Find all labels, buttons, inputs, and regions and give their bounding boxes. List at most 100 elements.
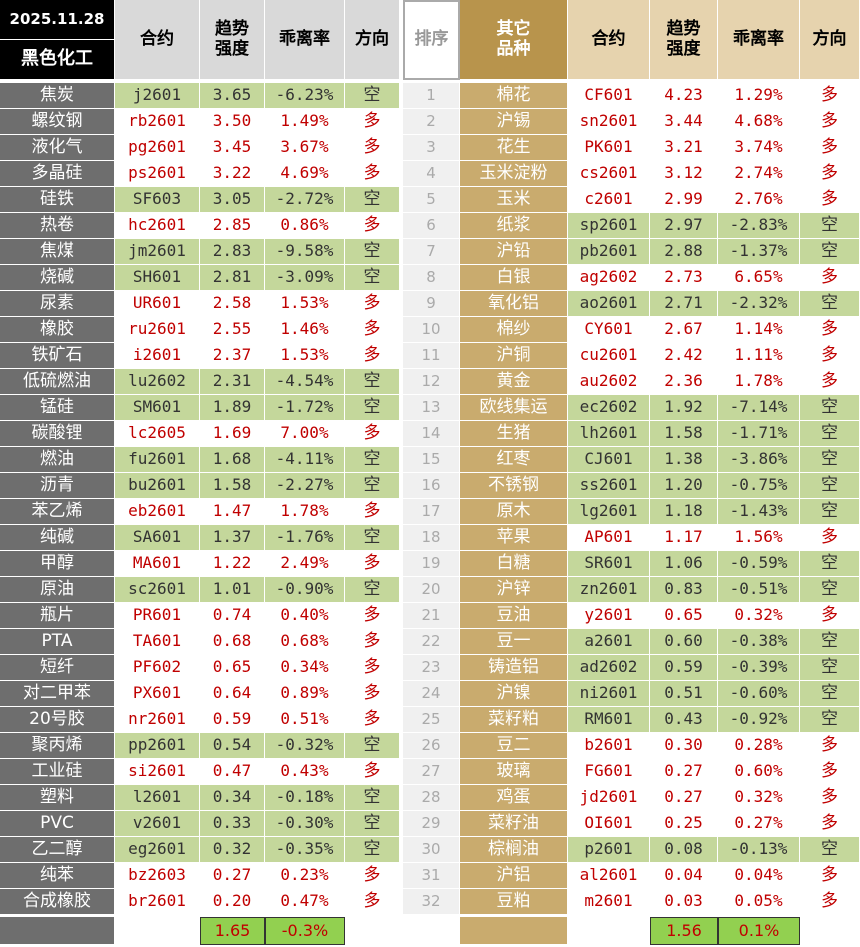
deviation: -1.71% bbox=[718, 421, 800, 447]
variety: 低硫燃油 bbox=[0, 369, 115, 395]
direction: 多 bbox=[800, 343, 860, 369]
contract: jd2601 bbox=[568, 785, 650, 811]
direction: 多 bbox=[800, 369, 860, 395]
variety: 黄金 bbox=[460, 369, 568, 395]
direction: 多 bbox=[345, 629, 400, 655]
deviation: -1.76% bbox=[265, 525, 345, 551]
contract: lh2601 bbox=[568, 421, 650, 447]
header-cell: 方向 bbox=[800, 0, 860, 80]
direction: 多 bbox=[345, 603, 400, 629]
direction: 多 bbox=[345, 655, 400, 681]
rank: 21 bbox=[403, 603, 460, 629]
deviation: 0.86% bbox=[265, 213, 345, 239]
footer-blank bbox=[460, 917, 568, 945]
contract: eg2601 bbox=[115, 837, 200, 863]
strength: 2.67 bbox=[650, 317, 718, 343]
direction: 空 bbox=[800, 551, 860, 577]
contract: SA601 bbox=[115, 525, 200, 551]
variety: 尿素 bbox=[0, 291, 115, 317]
variety: PVC bbox=[0, 811, 115, 837]
variety: 纯苯 bbox=[0, 863, 115, 889]
strength: 1.06 bbox=[650, 551, 718, 577]
variety: PTA bbox=[0, 629, 115, 655]
variety: 烧碱 bbox=[0, 265, 115, 291]
contract: cu2601 bbox=[568, 343, 650, 369]
strength: 3.45 bbox=[200, 135, 265, 161]
header-cell: 合约 bbox=[568, 0, 650, 80]
direction: 多 bbox=[345, 109, 400, 135]
strength: 0.59 bbox=[650, 655, 718, 681]
variety: 豆一 bbox=[460, 629, 568, 655]
deviation: -0.75% bbox=[718, 473, 800, 499]
deviation: 1.53% bbox=[265, 343, 345, 369]
strength: 0.08 bbox=[650, 837, 718, 863]
rank: 18 bbox=[403, 525, 460, 551]
contract: bz2603 bbox=[115, 863, 200, 889]
contract: al2601 bbox=[568, 863, 650, 889]
strength: 1.89 bbox=[200, 395, 265, 421]
strength: 2.83 bbox=[200, 239, 265, 265]
direction: 多 bbox=[345, 499, 400, 525]
contract: TA601 bbox=[115, 629, 200, 655]
variety: 对二甲苯 bbox=[0, 681, 115, 707]
deviation: 1.53% bbox=[265, 291, 345, 317]
strength: 0.32 bbox=[200, 837, 265, 863]
contract: UR601 bbox=[115, 291, 200, 317]
header-cell: 趋势 强度 bbox=[200, 0, 265, 80]
deviation: -0.35% bbox=[265, 837, 345, 863]
rank: 10 bbox=[403, 317, 460, 343]
header-cell: 乖离率 bbox=[718, 0, 800, 80]
deviation: 7.00% bbox=[265, 421, 345, 447]
strength: 3.50 bbox=[200, 109, 265, 135]
rank: 7 bbox=[403, 239, 460, 265]
direction: 多 bbox=[800, 135, 860, 161]
variety: 铁矿石 bbox=[0, 343, 115, 369]
strength: 0.43 bbox=[650, 707, 718, 733]
rank: 17 bbox=[403, 499, 460, 525]
contract: bu2601 bbox=[115, 473, 200, 499]
footer-strength: 1.65 bbox=[200, 917, 265, 945]
variety: 沪铅 bbox=[460, 239, 568, 265]
variety: 纯碱 bbox=[0, 525, 115, 551]
header-rank: 排序 bbox=[403, 0, 460, 80]
direction: 多 bbox=[345, 863, 400, 889]
deviation: 0.68% bbox=[265, 629, 345, 655]
direction: 空 bbox=[345, 577, 400, 603]
deviation: -0.38% bbox=[718, 629, 800, 655]
direction: 空 bbox=[800, 499, 860, 525]
rank: 2 bbox=[403, 109, 460, 135]
deviation: 0.04% bbox=[718, 863, 800, 889]
deviation: 0.89% bbox=[265, 681, 345, 707]
deviation: 0.47% bbox=[265, 889, 345, 915]
direction: 空 bbox=[800, 473, 860, 499]
contract: PF602 bbox=[115, 655, 200, 681]
variety: 豆二 bbox=[460, 733, 568, 759]
direction: 多 bbox=[345, 161, 400, 187]
strength: 1.17 bbox=[650, 525, 718, 551]
direction: 空 bbox=[345, 473, 400, 499]
contract: lg2601 bbox=[568, 499, 650, 525]
variety: 花生 bbox=[460, 135, 568, 161]
direction: 多 bbox=[345, 317, 400, 343]
direction: 多 bbox=[800, 889, 860, 915]
deviation: 3.74% bbox=[718, 135, 800, 161]
direction: 空 bbox=[345, 239, 400, 265]
deviation: 0.28% bbox=[718, 733, 800, 759]
variety: 菜籽油 bbox=[460, 811, 568, 837]
deviation: -6.23% bbox=[265, 83, 345, 109]
strength: 0.25 bbox=[650, 811, 718, 837]
variety: 沪铝 bbox=[460, 863, 568, 889]
contract: jm2601 bbox=[115, 239, 200, 265]
strength: 0.54 bbox=[200, 733, 265, 759]
direction: 多 bbox=[345, 889, 400, 915]
contract: fu2601 bbox=[115, 447, 200, 473]
variety: 棉纱 bbox=[460, 317, 568, 343]
rank: 23 bbox=[403, 655, 460, 681]
variety: 豆粕 bbox=[460, 889, 568, 915]
contract: nr2601 bbox=[115, 707, 200, 733]
deviation: 0.60% bbox=[718, 759, 800, 785]
contract: i2601 bbox=[115, 343, 200, 369]
strength: 1.18 bbox=[650, 499, 718, 525]
contract: pg2601 bbox=[115, 135, 200, 161]
direction: 空 bbox=[345, 785, 400, 811]
